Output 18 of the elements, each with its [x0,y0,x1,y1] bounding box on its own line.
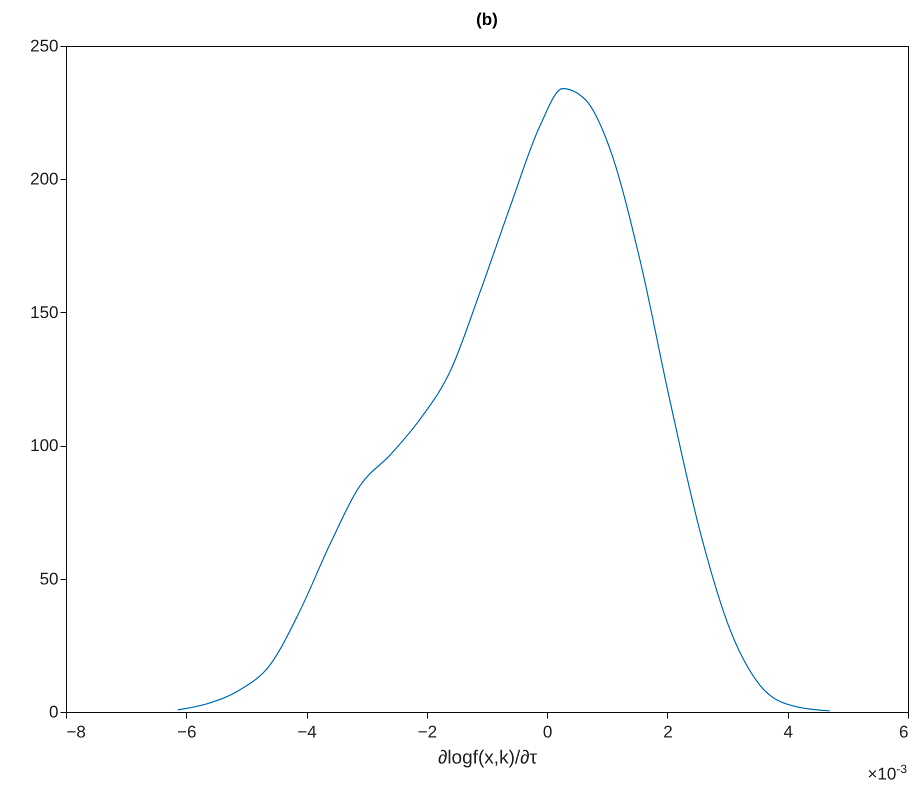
x-tick-label: −8 [66,722,86,742]
y-tick-label: 250 [30,36,58,56]
x-tick-label: −4 [297,722,317,742]
x-tick-label: 0 [542,722,552,742]
y-tick-label: 100 [30,436,58,456]
y-tick-label: 150 [30,302,58,322]
y-tick-label: 200 [30,170,58,189]
chart-title: (b) [476,10,498,29]
x-axis-title: ∂logf(x,k)/∂τ [438,748,538,768]
y-tick-label: 50 [40,569,58,588]
x-tick-label: 2 [663,722,673,742]
x-tick-label: 6 [899,722,908,742]
y-tick-label: 0 [49,702,58,722]
text: ×10$^{-3}$ [867,762,907,785]
x-tick-label: −2 [418,722,438,742]
line-series [177,88,830,712]
x-tick-label: −6 [177,722,196,742]
x-tick-label: 4 [783,722,793,742]
